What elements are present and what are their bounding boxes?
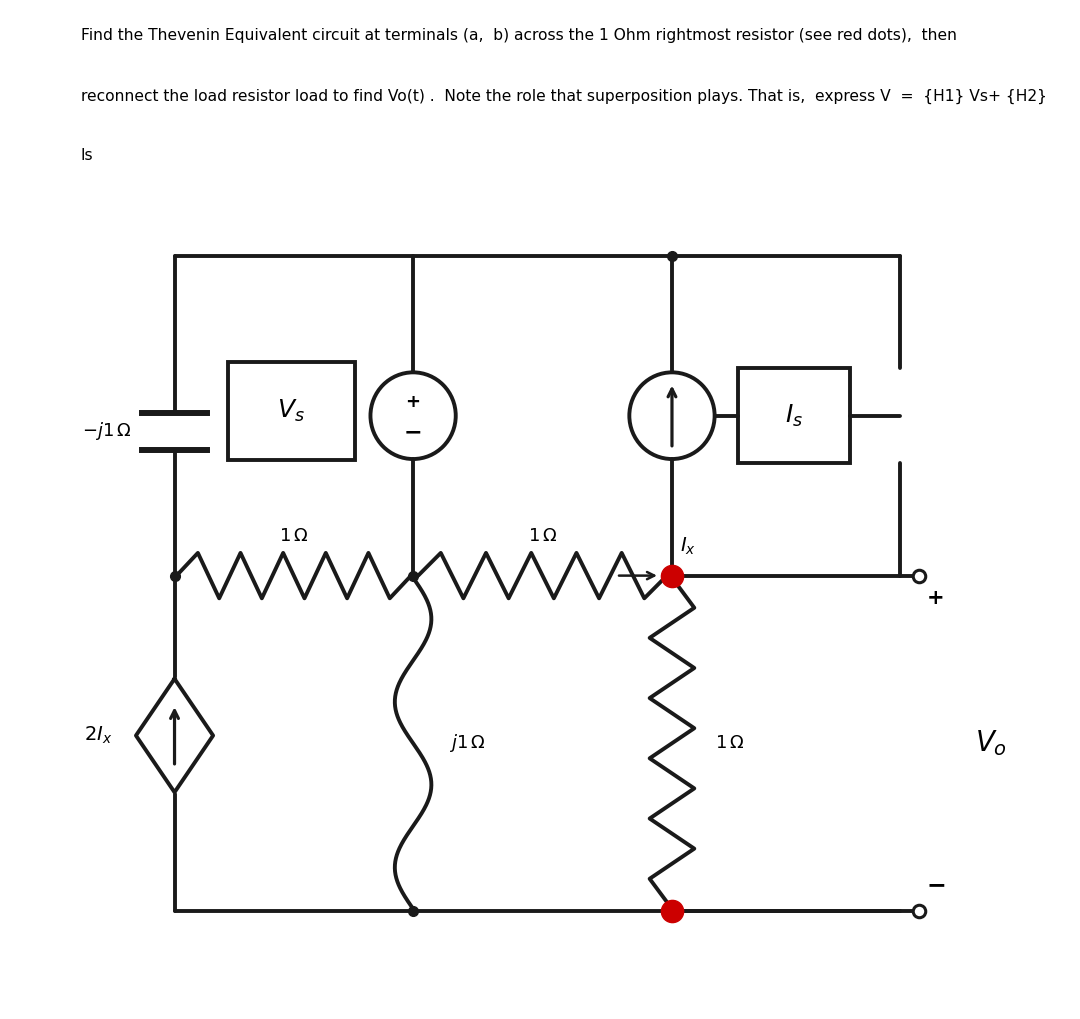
Text: $2I_x$: $2I_x$ [84, 725, 112, 746]
Text: $j1\,\Omega$: $j1\,\Omega$ [448, 733, 485, 754]
Text: $1\,\Omega$: $1\,\Omega$ [528, 528, 557, 545]
Text: Is: Is [81, 149, 94, 163]
Text: $V_o$: $V_o$ [974, 729, 1007, 758]
Text: +: + [406, 393, 420, 412]
Text: $I_x$: $I_x$ [680, 536, 696, 557]
Text: $V_s$: $V_s$ [278, 397, 306, 424]
Text: $I_s$: $I_s$ [785, 403, 802, 429]
Text: −: − [404, 422, 422, 442]
Text: $1\,\Omega$: $1\,\Omega$ [279, 528, 309, 545]
Text: Find the Thevenin Equivalent circuit at terminals (a,  b) across the 1 Ohm right: Find the Thevenin Equivalent circuit at … [81, 29, 957, 44]
Text: −: − [927, 873, 946, 897]
Text: $1\,\Omega$: $1\,\Omega$ [715, 735, 744, 752]
Text: +: + [927, 588, 944, 608]
Text: reconnect the load resistor load to find Vo(t) .  Note the role that superpositi: reconnect the load resistor load to find… [81, 89, 1047, 104]
Text: $-j1\,\Omega$: $-j1\,\Omega$ [82, 420, 132, 442]
